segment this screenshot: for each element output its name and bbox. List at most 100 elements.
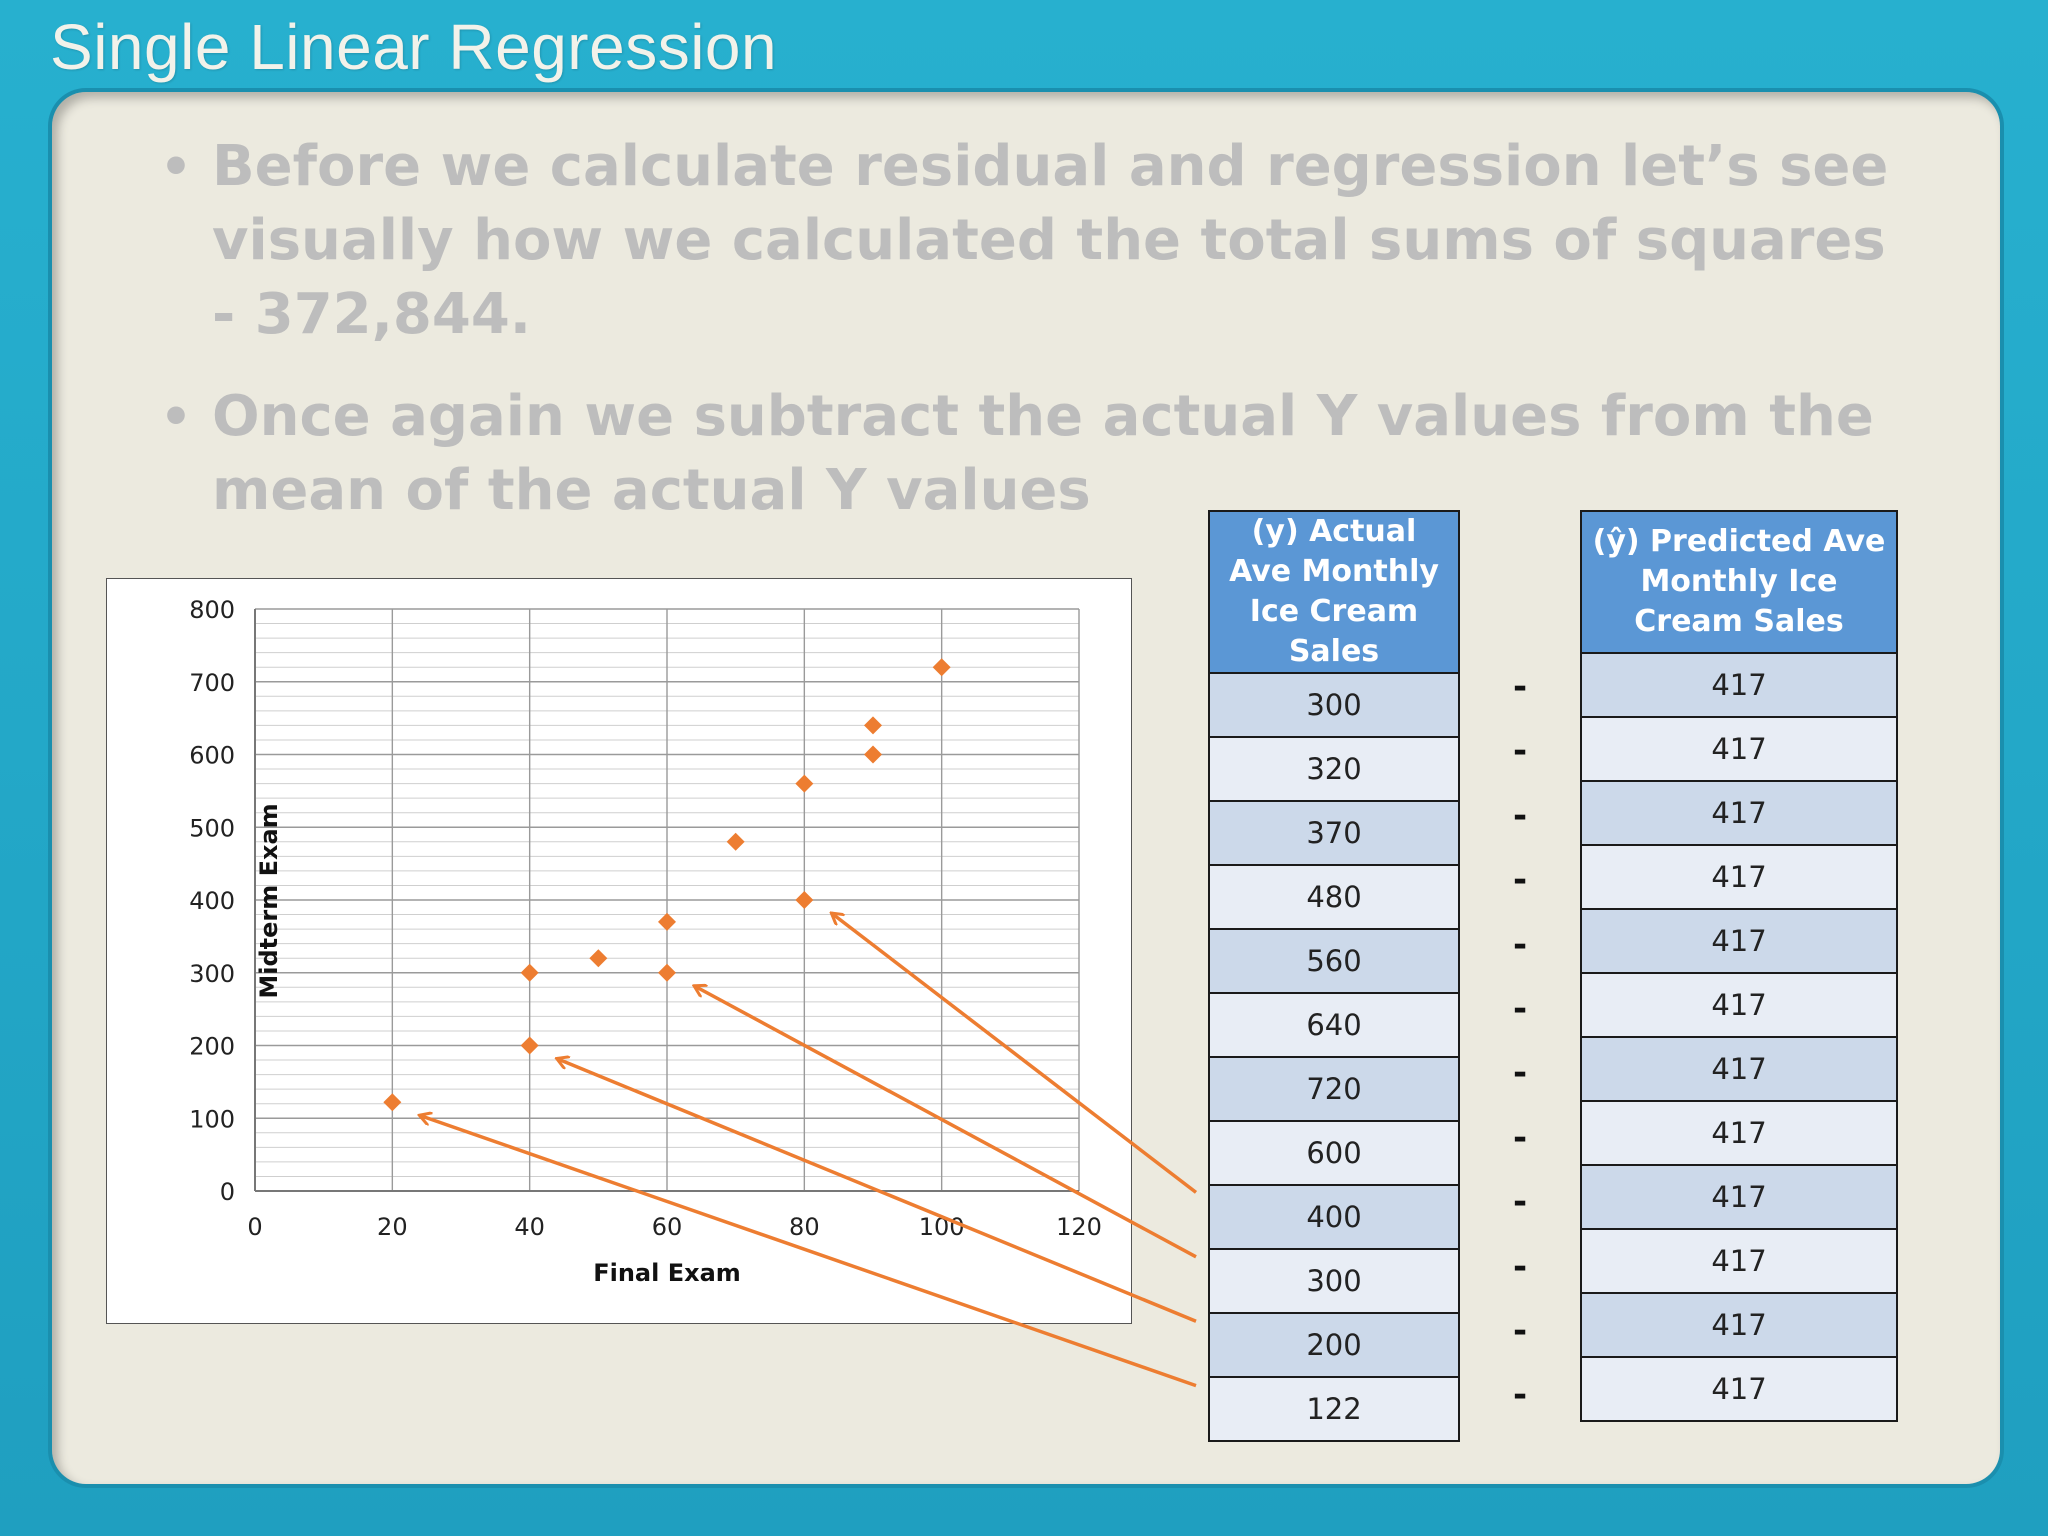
slide-title: Single Linear Regression [50,11,778,83]
predicted-sales-cell: 417 [1580,844,1898,910]
bullet-2-text: Once again we subtract the actual Y valu… [212,384,1874,523]
minus-sign: - [1512,924,1528,965]
table-row: 417 [1580,652,1898,718]
data-point [520,963,539,982]
predicted-sales-cell: 417 [1580,1036,1898,1102]
minus-sign: - [1512,1117,1528,1158]
predicted-sales-cell: 417 [1580,1228,1898,1294]
actual-sales-cell: 300 [1208,672,1460,738]
actual-sales-cell: 720 [1208,1056,1460,1122]
table-row: 417 [1580,1292,1898,1358]
table-row: 370 [1208,800,1460,866]
data-point [932,658,951,677]
predicted-sales-cell: 417 [1580,1164,1898,1230]
table-row: 417 [1580,716,1898,782]
x-tick-label: 100 [919,1213,965,1241]
predicted-sales-cell: 417 [1580,1292,1898,1358]
table-row: 417 [1580,972,1898,1038]
y-tick-label: 400 [189,887,235,915]
bullet-dot-icon: • [160,138,192,196]
table-row: 560 [1208,928,1460,994]
y-tick-label: 500 [189,814,235,842]
minus-sign: - [1512,731,1528,772]
data-point [864,716,882,735]
actual-sales-header: (y) Actual Ave Monthly Ice Cream Sales [1208,510,1460,674]
data-point [520,1036,539,1055]
x-tick-label: 0 [247,1213,262,1241]
x-axis-title: Final Exam [593,1259,741,1287]
bullet-dot-icon: • [160,388,192,446]
table-row: 480 [1208,864,1460,930]
actual-sales-cell: 370 [1208,800,1460,866]
table-row: 417 [1580,1164,1898,1230]
actual-sales-cell: 200 [1208,1312,1460,1378]
minus-sign: - [1512,667,1528,707]
table-row: 400 [1208,1184,1460,1250]
predicted-sales-cell: 417 [1580,1100,1898,1166]
minus-sign: - [1512,1182,1528,1223]
table-row: 122 [1208,1376,1460,1442]
table-row: 417 [1580,1100,1898,1166]
data-point [795,774,814,793]
predicted-sales-cell: 417 [1580,972,1898,1038]
table-row: 300 [1208,672,1460,738]
table-row: 640 [1208,992,1460,1058]
actual-sales-cell: 320 [1208,736,1460,802]
actual-sales-cell: 400 [1208,1184,1460,1250]
predicted-sales-header: (ŷ) Predicted Ave Monthly Ice Cream Sale… [1580,510,1898,654]
minus-sign: - [1512,1310,1528,1351]
data-point [726,832,745,851]
actual-sales-cell: 640 [1208,992,1460,1058]
actual-sales-cell: 600 [1208,1120,1460,1186]
y-tick-label: 800 [189,596,235,624]
predicted-sales-table: (ŷ) Predicted Ave Monthly Ice Cream Sale… [1580,510,1898,1422]
minus-sign: - [1512,1053,1528,1094]
x-tick-label: 20 [377,1213,408,1241]
actual-sales-cell: 480 [1208,864,1460,930]
tick-labels: 0 20 40 60 80 100 120 0 100 200 300 400 500 600 700 800 [189,596,1102,1241]
y-tick-label: 300 [189,960,235,988]
table-row: 417 [1580,908,1898,974]
table-row: 417 [1580,780,1898,846]
bullet-1: • Before we calculate residual and regre… [160,130,1912,352]
table-row: 417 [1580,1356,1898,1422]
bullet-2: • Once again we subtract the actual Y va… [160,380,1912,528]
table-row: 417 [1580,844,1898,910]
scatter-plot-svg: 0 20 40 60 80 100 120 0 100 200 300 400 500 600 700 800… [189,596,1102,1287]
y-tick-label: 600 [189,742,235,770]
y-tick-label: 700 [189,669,235,697]
predicted-sales-cell: 417 [1580,908,1898,974]
x-tick-label: 60 [652,1213,683,1241]
data-points [383,658,951,1112]
y-axis-title: Midterm Exam [255,803,283,998]
x-tick-label: 40 [514,1213,545,1241]
x-tick-label: 80 [789,1213,820,1241]
bullet-1-text: Before we calculate residual and regress… [212,134,1889,347]
data-point [383,1093,402,1112]
data-point [658,912,676,931]
minus-operator-column: - - - - - - - - - - - - [1500,655,1540,1428]
table-row: 600 [1208,1120,1460,1186]
scatter-chart: 0 20 40 60 80 100 120 0 100 200 300 400 500 600 700 800… [106,578,1132,1324]
table-row: 320 [1208,736,1460,802]
minus-sign: - [1512,1375,1528,1416]
x-tick-label: 120 [1056,1213,1102,1241]
table-row: 300 [1208,1248,1460,1314]
table-row: 720 [1208,1056,1460,1122]
y-hat-symbol: (ŷ) [1592,524,1640,559]
actual-sales-cell: 560 [1208,928,1460,994]
table-row: 417 [1580,1228,1898,1294]
y-tick-label: 100 [189,1105,235,1133]
table-row: 417 [1580,1036,1898,1102]
predicted-sales-cell: 417 [1580,716,1898,782]
actual-sales-cell: 300 [1208,1248,1460,1314]
actual-sales-table: (y) Actual Ave Monthly Ice Cream Sales 3… [1208,510,1460,1442]
predicted-sales-header-text: Predicted Ave Monthly Ice Cream Sales [1634,524,1886,639]
predicted-sales-cell: 417 [1580,1356,1898,1422]
data-point [864,745,882,764]
table-row: 200 [1208,1312,1460,1378]
data-point [658,963,676,982]
minus-sign: - [1512,1246,1528,1287]
minus-sign: - [1512,860,1528,901]
predicted-sales-cell: 417 [1580,652,1898,718]
